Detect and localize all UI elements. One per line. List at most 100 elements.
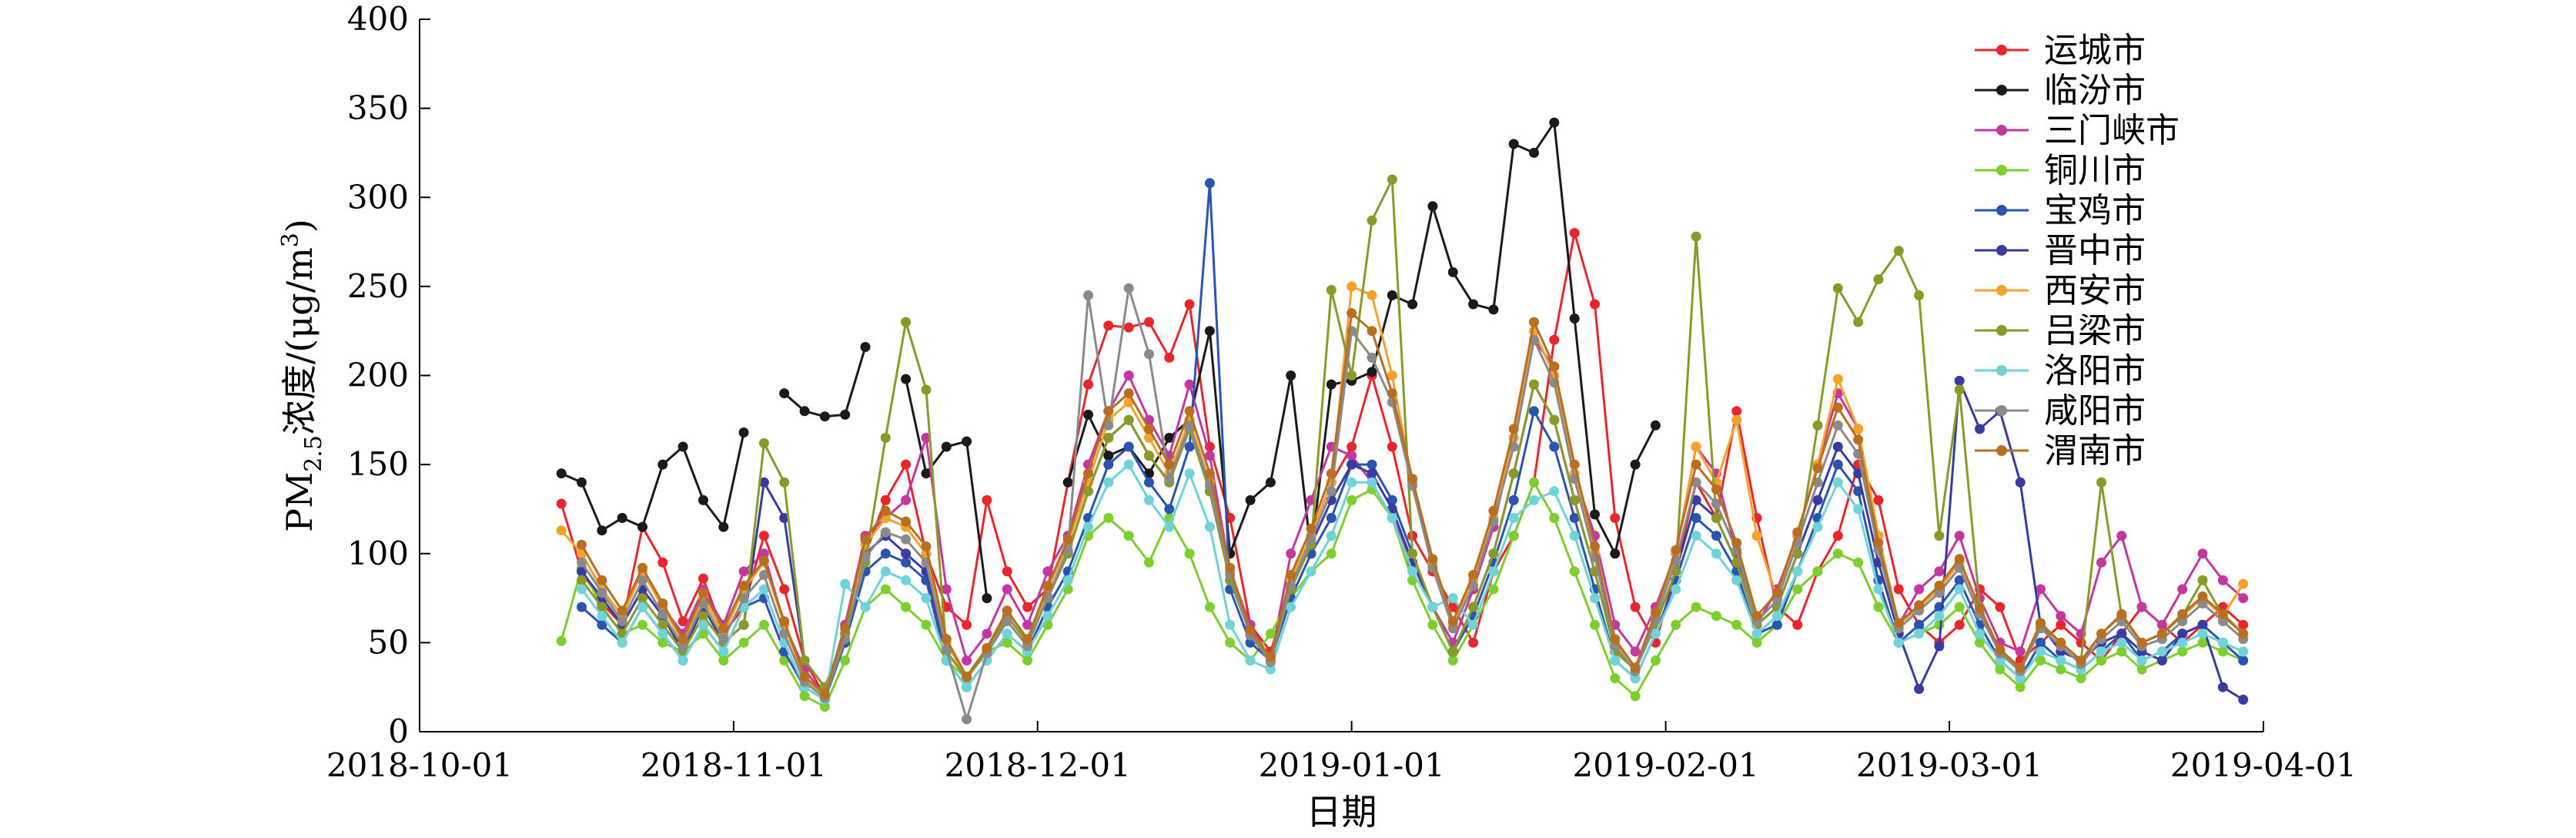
data-point (738, 566, 749, 577)
data-point (1691, 531, 1701, 541)
data-point (1529, 317, 1539, 327)
data-point (1691, 494, 1701, 505)
data-point (577, 566, 587, 577)
data-point (1367, 477, 1377, 488)
data-point (637, 593, 647, 604)
y-tick-label: 150 (347, 445, 409, 483)
data-point (1123, 370, 1134, 380)
data-point (1832, 374, 1843, 384)
data-point (840, 623, 851, 634)
data-point (2177, 584, 2188, 595)
data-point (1144, 349, 1154, 360)
data-point (1164, 521, 1175, 532)
legend-marker (1996, 405, 2007, 416)
data-point (1914, 600, 1925, 611)
data-point (1002, 616, 1012, 627)
data-point (1975, 628, 1985, 639)
data-point (657, 557, 668, 568)
data-point (1468, 619, 1479, 630)
y-axis-title-end: ) (279, 219, 320, 233)
data-point (1650, 607, 1661, 618)
data-point (1711, 498, 1721, 509)
data-point (901, 548, 912, 559)
data-point (860, 342, 871, 352)
data-point (758, 584, 769, 595)
data-point (1832, 420, 1843, 431)
data-point (738, 593, 749, 604)
data-point (1407, 474, 1418, 484)
legend-marker (1996, 365, 2007, 376)
data-point (1751, 611, 1762, 622)
data-point (779, 477, 790, 488)
data-point (1062, 575, 1073, 585)
data-point (1347, 441, 1357, 452)
data-point (1204, 178, 1215, 189)
data-point (2116, 637, 2127, 648)
data-point (1853, 424, 1864, 434)
data-point (637, 575, 647, 585)
data-point (2197, 598, 2208, 608)
data-point (2056, 637, 2066, 648)
data-point (1954, 575, 1965, 585)
data-point (597, 575, 607, 585)
data-point (2197, 548, 2208, 559)
data-point (1347, 281, 1357, 292)
data-point (1610, 513, 1621, 523)
data-point (2096, 628, 2106, 639)
series-line (1066, 119, 1657, 558)
data-point (1590, 619, 1600, 630)
data-point (1751, 628, 1762, 639)
data-point (2238, 646, 2249, 657)
data-point (2238, 578, 2249, 589)
data-point (840, 409, 851, 420)
data-point (577, 477, 587, 488)
data-point (1427, 201, 1438, 212)
data-point (1914, 290, 1925, 300)
data-point (577, 539, 587, 550)
y-tick-label: 100 (347, 535, 409, 572)
data-point (1751, 637, 1762, 648)
data-point (1934, 588, 1945, 598)
y-axis-title-sub: 2.5 (300, 435, 327, 472)
data-point (1529, 379, 1539, 390)
data-point (1914, 684, 1925, 694)
data-point (677, 655, 688, 665)
data-point (1347, 451, 1357, 461)
data-point (1164, 474, 1175, 484)
legend-label: 渭南市 (2044, 431, 2146, 471)
data-point (1771, 588, 1782, 598)
data-point (1731, 538, 1742, 548)
data-point (1873, 494, 1884, 505)
legend-label: 西安市 (2044, 271, 2146, 310)
data-point (556, 635, 567, 646)
series-layer (556, 117, 2249, 725)
data-point (1103, 406, 1114, 417)
data-point (921, 593, 932, 604)
data-point (2238, 628, 2249, 639)
data-point (2156, 646, 2167, 657)
data-point (1812, 463, 1823, 474)
legend-item: 运城市 (1975, 31, 2146, 70)
data-point (738, 637, 749, 648)
data-point (1590, 593, 1600, 604)
data-point (1610, 673, 1621, 684)
data-point (617, 637, 627, 648)
data-point (1103, 513, 1114, 523)
data-point (1508, 531, 1519, 541)
data-point (1529, 494, 1539, 505)
legend-label: 吕梁市 (2044, 311, 2146, 350)
data-point (1529, 477, 1539, 488)
data-point (1164, 459, 1175, 470)
data-point (1245, 655, 1256, 665)
data-point (1427, 619, 1438, 630)
data-point (1488, 584, 1499, 595)
legend-marker (1996, 245, 2007, 256)
data-point (1387, 513, 1397, 523)
legend-item: 洛阳市 (1975, 351, 2146, 391)
data-point (2238, 619, 2249, 630)
data-point (2197, 575, 2208, 585)
data-point (556, 525, 567, 536)
data-point (1022, 655, 1033, 665)
data-point (1488, 505, 1499, 516)
data-point (698, 573, 708, 584)
